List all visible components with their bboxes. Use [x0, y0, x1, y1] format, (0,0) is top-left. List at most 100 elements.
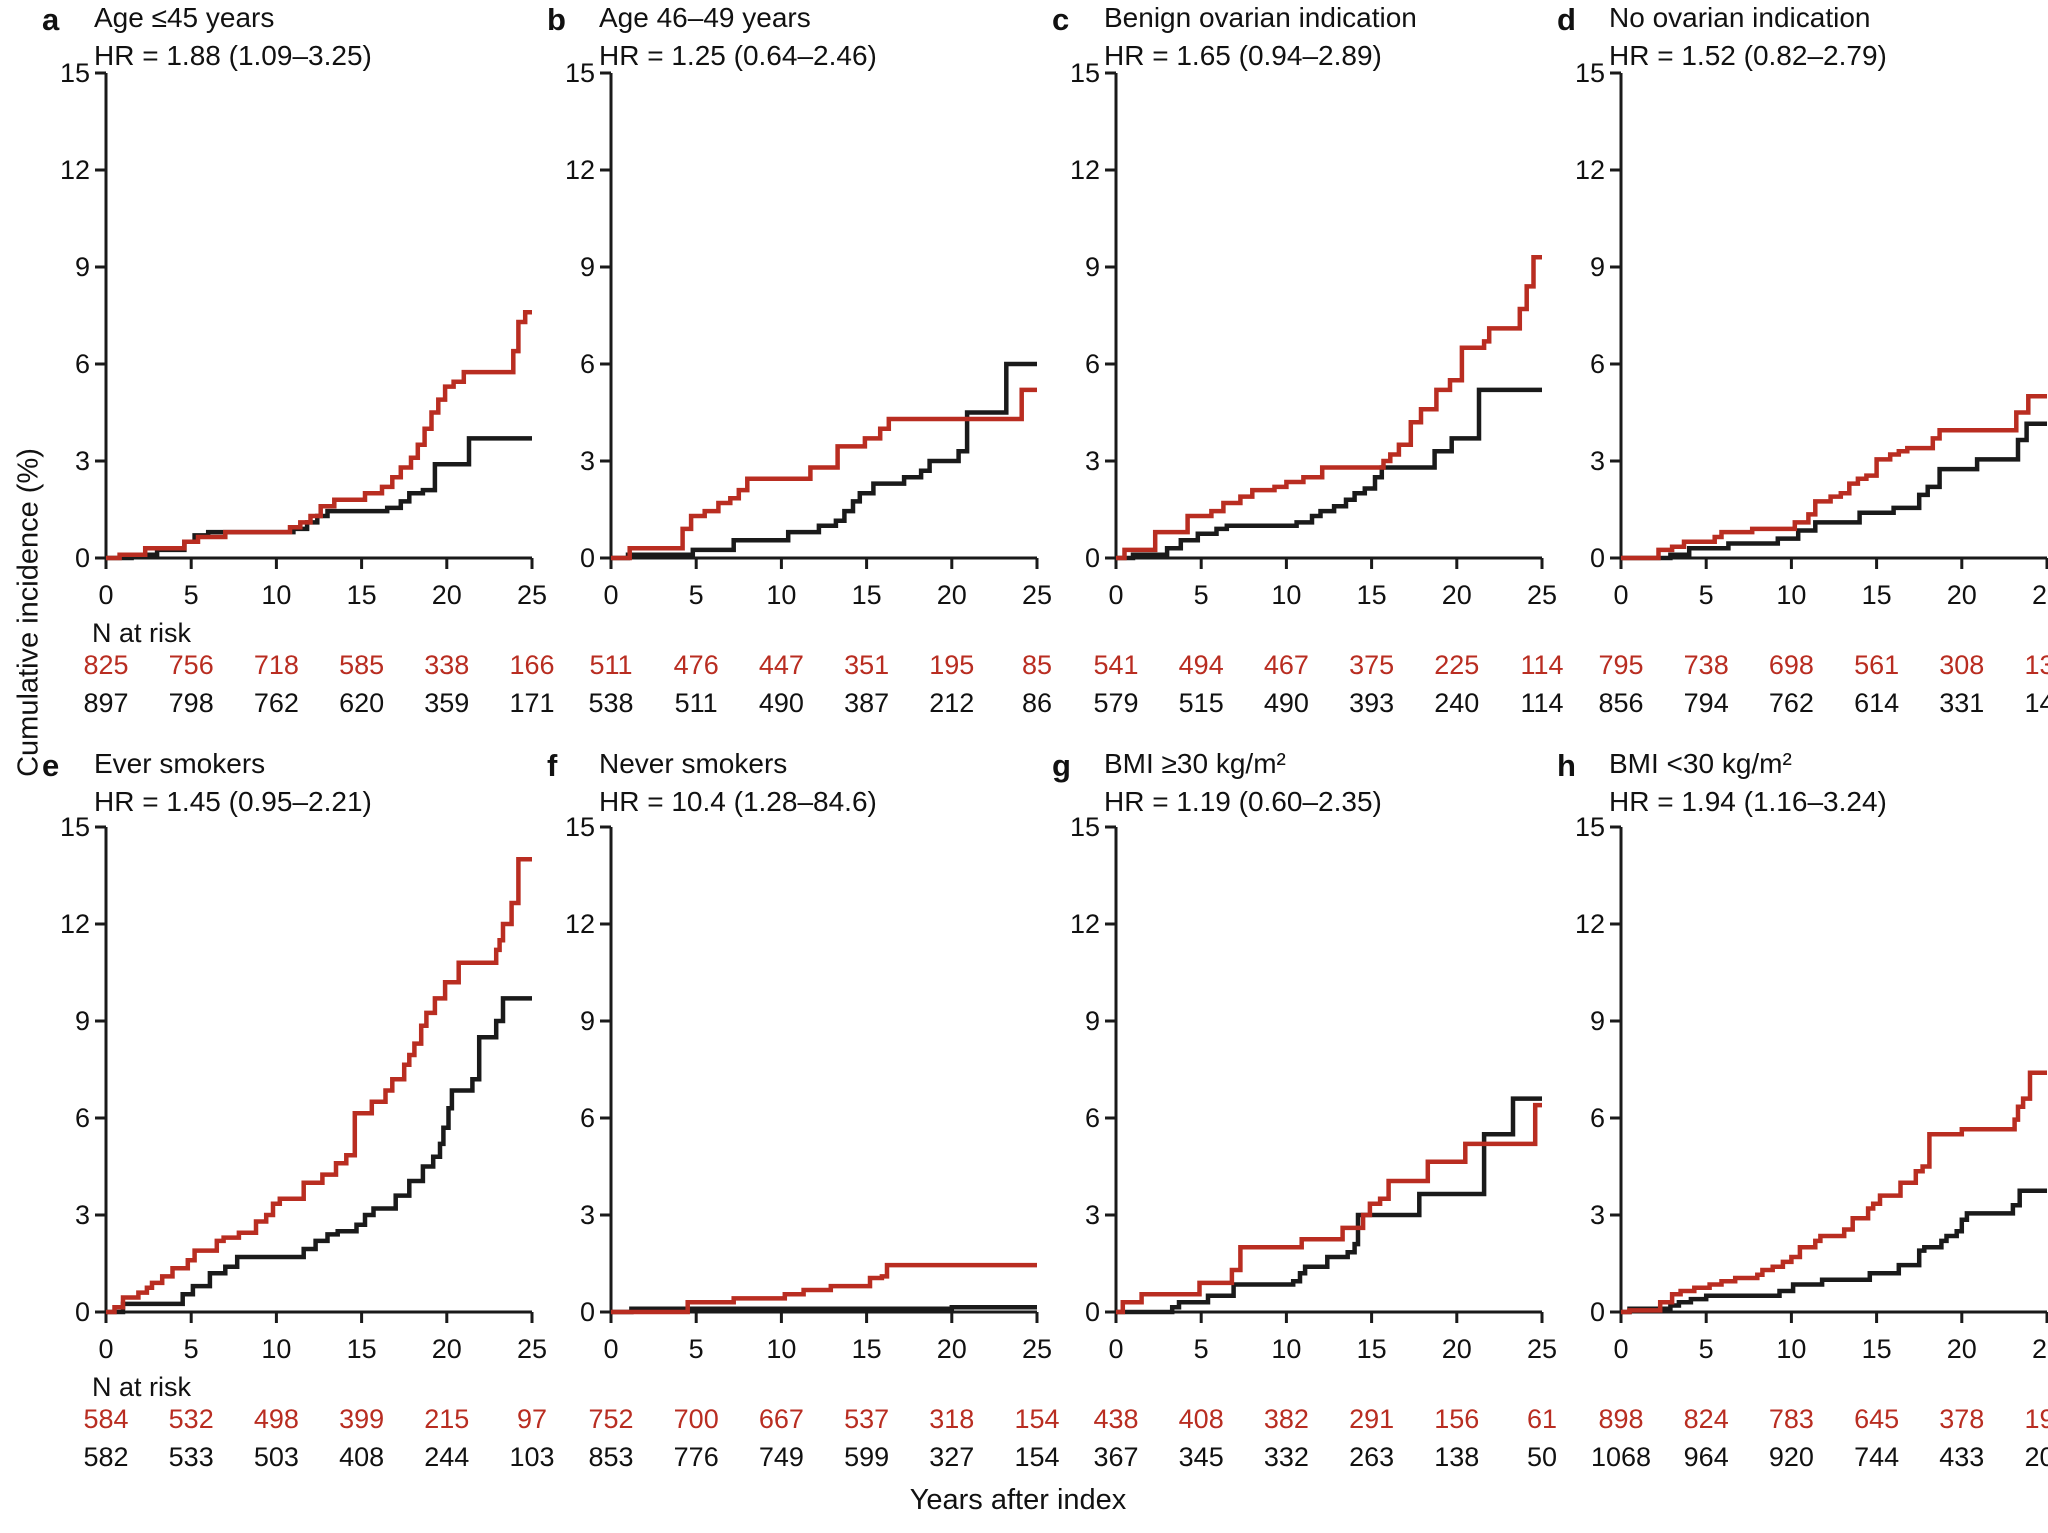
n-at-risk-red-c: 114 — [1520, 650, 1564, 680]
n-at-risk-black-c: 490 — [1263, 688, 1309, 718]
y-tick-label: 9 — [74, 1006, 90, 1036]
panel-f-letter: f — [547, 748, 558, 783]
y-tick-label: 3 — [74, 446, 90, 476]
y-tick-label: 12 — [1069, 909, 1100, 939]
n-at-risk-black-e: 244 — [424, 1442, 470, 1472]
y-tick-label: 12 — [1574, 155, 1605, 185]
y-tick-label: 15 — [59, 812, 90, 842]
panel-a-letter: a — [42, 2, 60, 37]
n-at-risk-red-a: 166 — [509, 650, 555, 680]
y-tick-label: 6 — [1084, 349, 1100, 379]
n-at-risk-red-g: 438 — [1093, 1404, 1139, 1434]
n-at-risk-red-e: 97 — [516, 1404, 548, 1434]
n-at-risk-red-f: 700 — [673, 1404, 719, 1434]
y-tick-label: 0 — [74, 1297, 90, 1327]
x-tick-label: 5 — [688, 580, 704, 610]
n-at-risk-black-f: 749 — [758, 1442, 804, 1472]
n-at-risk-black-e: 408 — [339, 1442, 385, 1472]
y-tick-label: 0 — [74, 543, 90, 573]
panel-a-red-curve — [106, 310, 532, 561]
panel-c-black-curve — [1116, 387, 1542, 561]
x-tick-label: 10 — [766, 580, 797, 610]
y-tick-label: 15 — [1069, 812, 1100, 842]
y-tick-label: 9 — [1589, 1006, 1605, 1036]
n-at-risk-red-f: 537 — [844, 1404, 890, 1434]
y-tick-label: 0 — [1589, 1297, 1605, 1327]
n-at-risk-red-e: 498 — [253, 1404, 299, 1434]
y-tick-label: 0 — [579, 1297, 595, 1327]
x-tick-label: 20 — [1946, 580, 1977, 610]
y-tick-label: 3 — [579, 1200, 595, 1230]
y-tick-label: 12 — [1574, 909, 1605, 939]
x-tick-label: 15 — [1861, 580, 1892, 610]
y-tick-label: 0 — [579, 543, 595, 573]
y-tick-label: 12 — [564, 909, 595, 939]
panel-h-black-curve — [1621, 1188, 2047, 1315]
n-at-risk-red-h: 645 — [1854, 1404, 1900, 1434]
panel-a-hr: HR = 1.88 (1.09–3.25) — [94, 40, 372, 71]
n-at-risk-red-h: 190 — [2024, 1404, 2048, 1434]
n-at-risk-black-d: 794 — [1683, 688, 1729, 718]
panel-a-black-curve — [106, 436, 532, 561]
y-tick-label: 9 — [579, 1006, 595, 1036]
n-at-risk-black-g: 345 — [1178, 1442, 1224, 1472]
panel-g-letter: g — [1052, 748, 1071, 783]
panel-d-hr: HR = 1.52 (0.82–2.79) — [1609, 40, 1887, 71]
x-tick-label: 15 — [1356, 1334, 1387, 1364]
n-at-risk-black-h: 964 — [1683, 1442, 1729, 1472]
y-tick-label: 0 — [1589, 543, 1605, 573]
x-tick-label: 0 — [98, 1334, 114, 1364]
n-at-risk-black-g: 138 — [1434, 1442, 1480, 1472]
y-tick-label: 6 — [74, 1103, 90, 1133]
x-tick-label: 5 — [688, 1334, 704, 1364]
n-at-risk-red-d: 795 — [1598, 650, 1644, 680]
x-tick-label: 5 — [1698, 1334, 1714, 1364]
y-tick-label: 6 — [1589, 349, 1605, 379]
panel-d-title: No ovarian indication — [1609, 2, 1871, 33]
panel-g-red-curve — [1116, 1102, 1542, 1315]
n-at-risk-red-c: 494 — [1178, 650, 1224, 680]
n-at-risk-black-a: 620 — [339, 688, 385, 718]
n-at-risk-red-d: 137 — [2024, 650, 2048, 680]
n-at-risk-black-f: 599 — [844, 1442, 890, 1472]
y-tick-label: 6 — [1589, 1103, 1605, 1133]
x-tick-label: 20 — [936, 1334, 967, 1364]
panel-e-black-curve — [106, 996, 532, 1315]
panel-e-title: Ever smokers — [94, 748, 266, 779]
panel-c-hr: HR = 1.65 (0.94–2.89) — [1104, 40, 1382, 71]
n-at-risk-black-g: 263 — [1349, 1442, 1395, 1472]
n-at-risk-black-c: 515 — [1178, 688, 1224, 718]
x-tick-label: 15 — [851, 1334, 882, 1364]
x-tick-label: 10 — [261, 1334, 292, 1364]
y-tick-label: 6 — [579, 349, 595, 379]
n-at-risk-black-g: 332 — [1263, 1442, 1309, 1472]
x-tick-label: 20 — [1946, 1334, 1977, 1364]
x-tick-label: 0 — [1613, 1334, 1629, 1364]
x-tick-label: 15 — [346, 1334, 377, 1364]
n-at-risk-black-f: 327 — [929, 1442, 975, 1472]
panel-h-letter: h — [1557, 748, 1576, 783]
n-at-risk-black-e: 503 — [253, 1442, 299, 1472]
n-at-risk-black-d: 614 — [1854, 688, 1900, 718]
n-at-risk-black-c: 393 — [1349, 688, 1395, 718]
n-at-risk-red-c: 467 — [1263, 650, 1309, 680]
x-tick-label: 15 — [1356, 580, 1387, 610]
y-tick-label: 15 — [1069, 58, 1100, 88]
x-tick-label: 20 — [1441, 1334, 1472, 1364]
n-at-risk-red-e: 399 — [339, 1404, 385, 1434]
n-at-risk-black-f: 853 — [588, 1442, 634, 1472]
panel-f-hr: HR = 10.4 (1.28–84.6) — [599, 786, 877, 817]
n-at-risk-black-e: 103 — [509, 1442, 555, 1472]
n-at-risk-red-d: 561 — [1854, 650, 1900, 680]
panel-c-red-curve — [1116, 255, 1542, 561]
x-tick-label: 20 — [431, 1334, 462, 1364]
y-tick-label: 6 — [579, 1103, 595, 1133]
n-at-risk-red-c: 225 — [1434, 650, 1480, 680]
panel-e-letter: e — [42, 748, 60, 783]
n-at-risk-red-a: 756 — [168, 650, 214, 680]
x-tick-label: 0 — [1108, 580, 1124, 610]
n-at-risk-red-g: 382 — [1263, 1404, 1309, 1434]
x-tick-label: 20 — [431, 580, 462, 610]
n-at-risk-red-h: 824 — [1683, 1404, 1729, 1434]
n-at-risk-red-b: 476 — [673, 650, 719, 680]
